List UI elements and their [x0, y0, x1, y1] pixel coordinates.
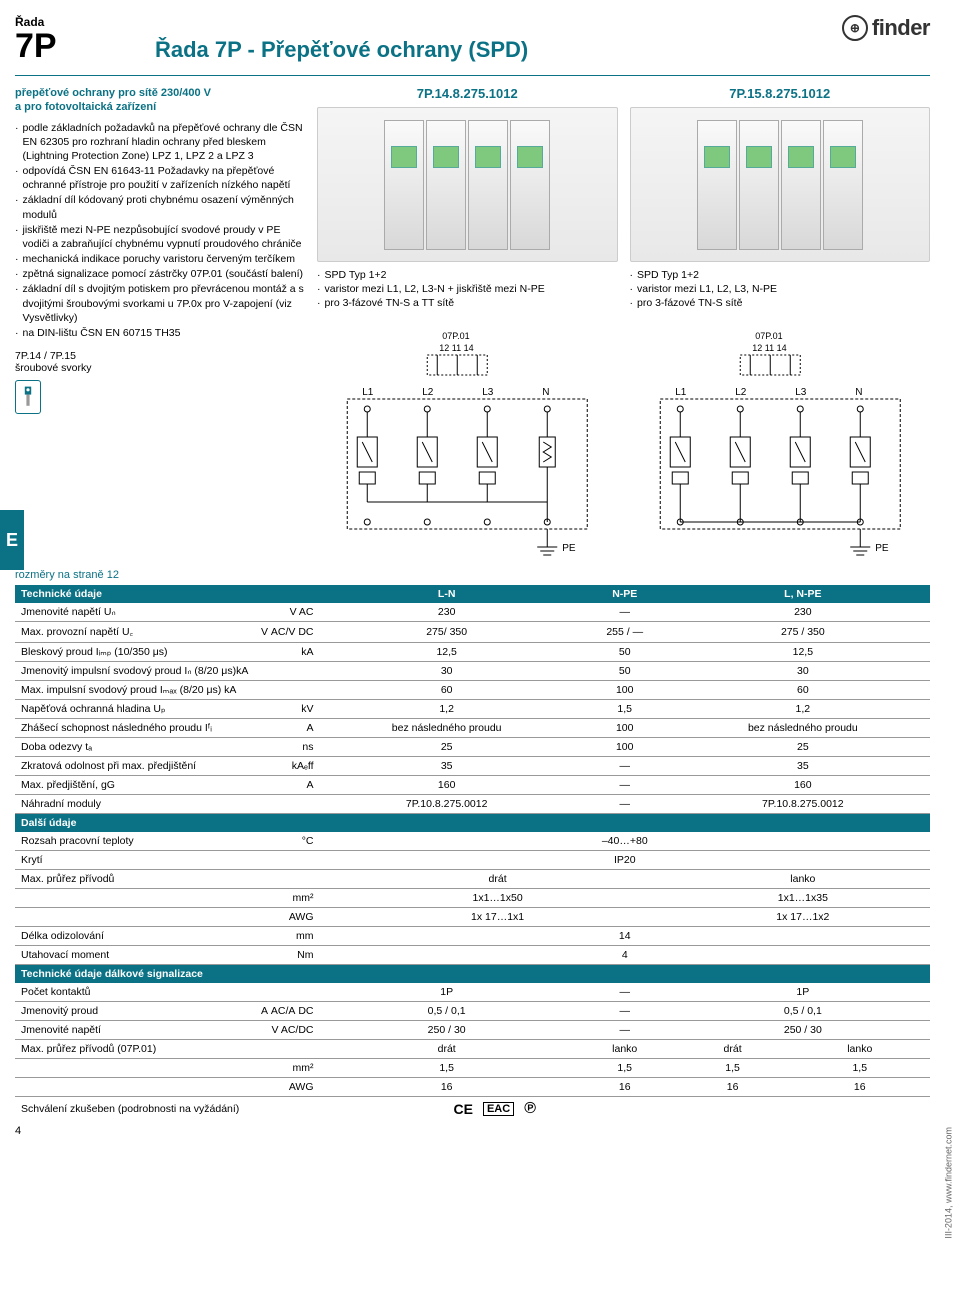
- product-code: 7P.15.8.275.1012: [630, 86, 931, 101]
- intro-title: přepěťové ochrany pro sítě 230/400 V a p…: [15, 86, 305, 115]
- dimensions-note: rozměry na straně 12: [15, 569, 930, 581]
- product-column-1: 7P.14.8.275.1012 SPD Typ 1+2 varistor me…: [317, 86, 618, 557]
- logo-text: finder: [872, 15, 930, 41]
- svg-text:L3: L3: [795, 387, 807, 398]
- series-number: 7P: [15, 29, 75, 63]
- svg-text:L2: L2: [422, 387, 434, 398]
- side-note: III-2014, www.findernet.com: [944, 1127, 954, 1239]
- svg-text:12 11 14: 12 11 14: [439, 343, 473, 353]
- brand-logo: ⊕ finder: [842, 15, 930, 41]
- product-image: [630, 107, 931, 262]
- wiring-diagram: 07P.01 12 11 14 L1 L2 L3 N: [317, 327, 618, 557]
- svg-text:L2: L2: [735, 387, 747, 398]
- product-desc: SPD Typ 1+2 varistor mezi L1, L2, L3, N-…: [630, 268, 931, 311]
- svg-text:L3: L3: [482, 387, 494, 398]
- wiring-diagram: 07P.01 12 11 14 L1 L2 L3 N: [630, 327, 931, 557]
- spec-table: Technické údajeL-NN-PEL, N-PE Jmenovité …: [15, 585, 930, 1121]
- svg-text:12 11 14: 12 11 14: [752, 343, 786, 353]
- certification-icons: CE EAC ℗: [454, 1100, 536, 1118]
- product-image: [317, 107, 618, 262]
- svg-text:PE: PE: [875, 543, 889, 554]
- product-column-2: 7P.15.8.275.1012 SPD Typ 1+2 varistor me…: [630, 86, 931, 557]
- svg-text:07P.01: 07P.01: [755, 331, 782, 341]
- logo-mark-icon: ⊕: [842, 15, 868, 41]
- svg-text:L1: L1: [362, 387, 374, 398]
- svg-text:PE: PE: [562, 543, 576, 554]
- page-number: 4: [15, 1125, 21, 1137]
- terminal-icon: [15, 380, 41, 414]
- intro-bullets: podle základních požadavků na přepěťové …: [15, 121, 305, 341]
- svg-text:N: N: [542, 387, 549, 398]
- page-title: Řada 7P - Přepěťové ochrany (SPD): [75, 15, 842, 63]
- series-box: Řada 7P: [15, 15, 75, 63]
- section-tab-e: E: [0, 510, 24, 570]
- svg-text:07P.01: 07P.01: [442, 331, 469, 341]
- terminals-label: 7P.14 / 7P.15 šroubové svorky: [15, 350, 305, 414]
- product-code: 7P.14.8.275.1012: [317, 86, 618, 101]
- svg-text:N: N: [855, 387, 862, 398]
- svg-text:L1: L1: [675, 387, 687, 398]
- product-desc: SPD Typ 1+2 varistor mezi L1, L2, L3-N +…: [317, 268, 618, 311]
